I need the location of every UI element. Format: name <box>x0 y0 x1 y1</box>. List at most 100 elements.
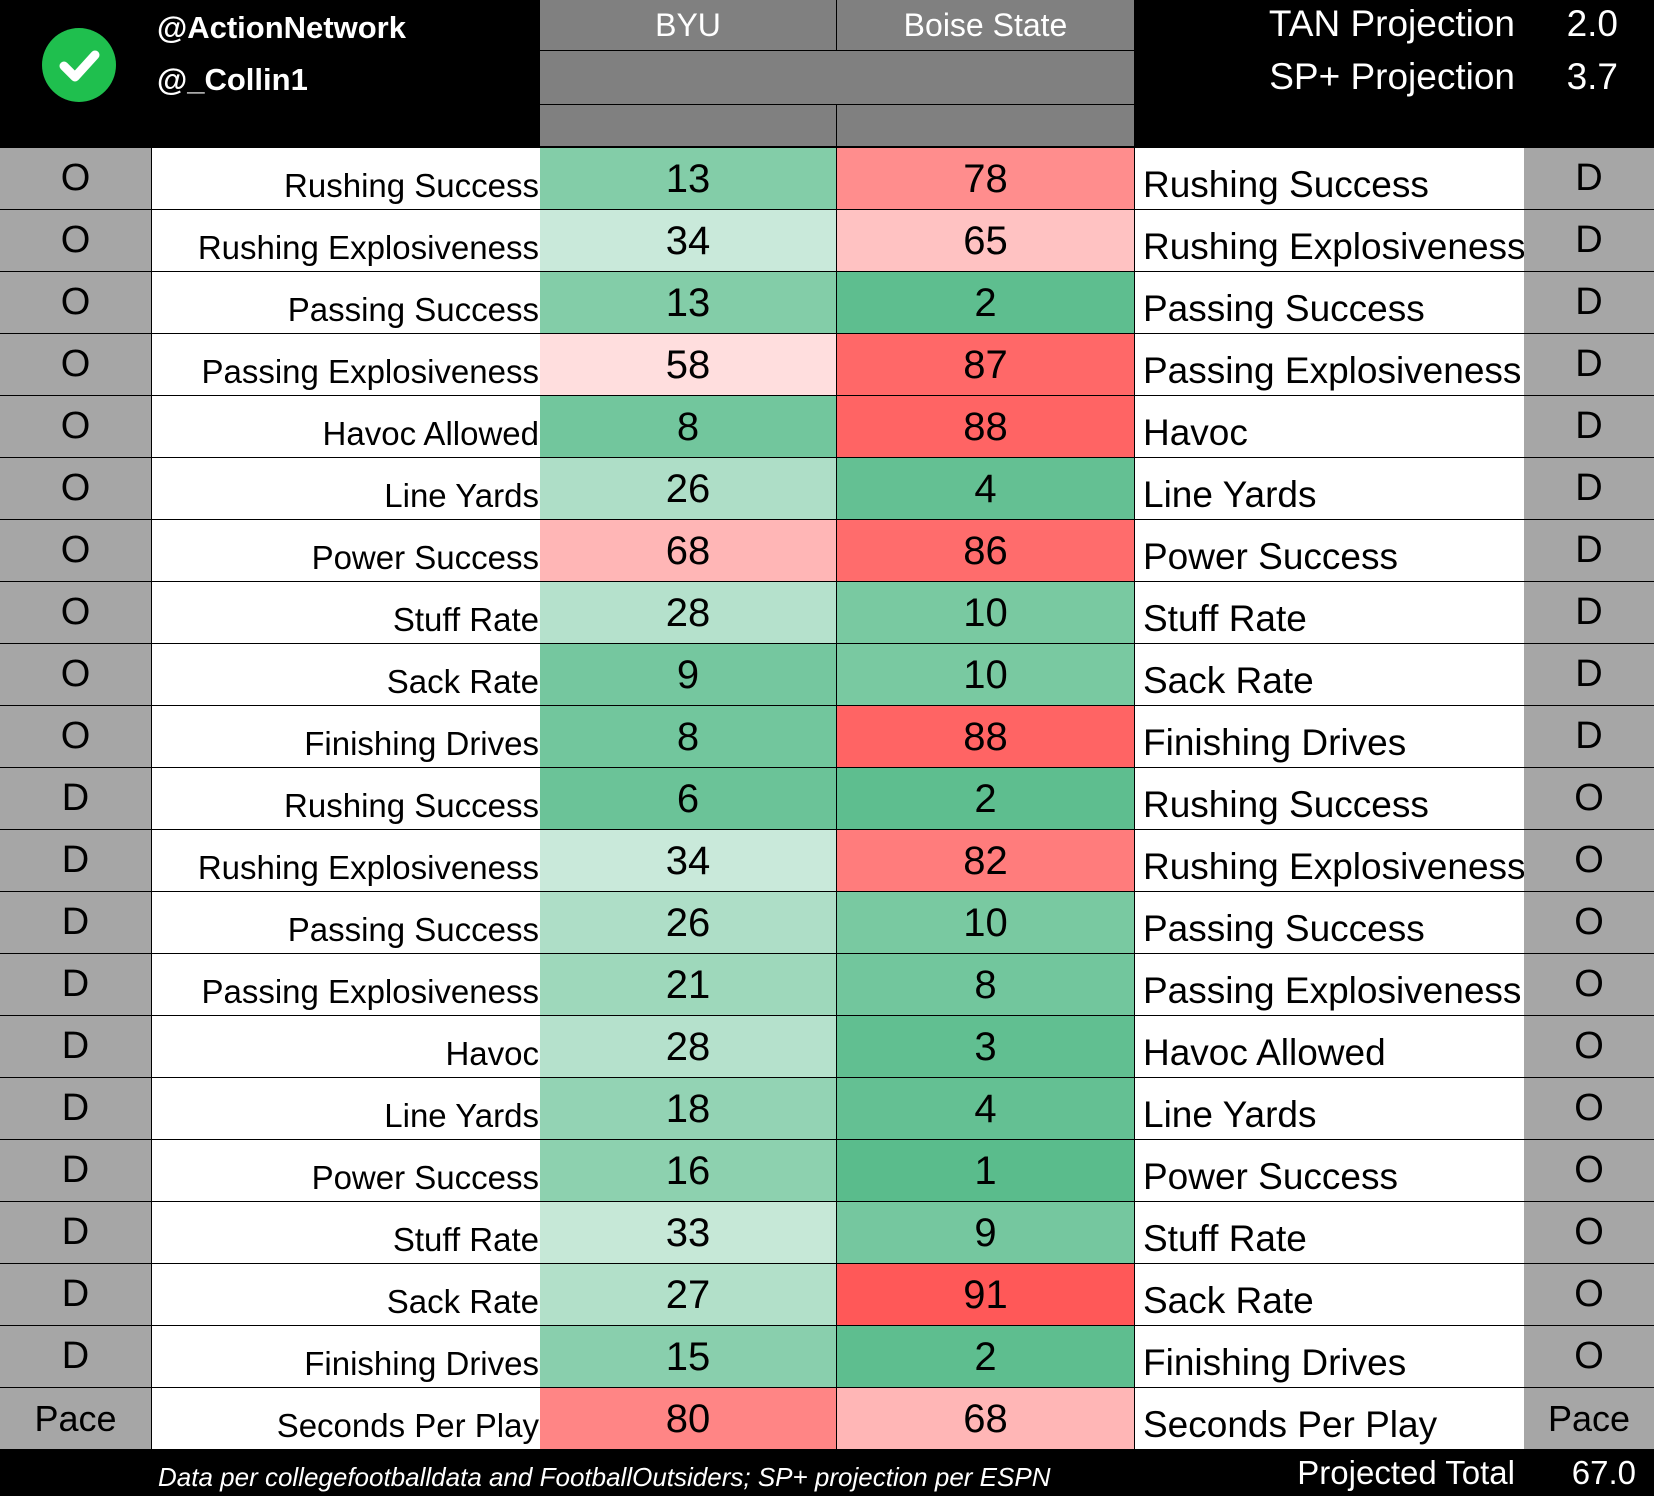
left-metric-label: Sack Rate <box>152 644 546 705</box>
boise-state-value-cell: 4 <box>837 1078 1134 1139</box>
boise-state-value-cell: 2 <box>837 272 1134 333</box>
left-side-unit: O <box>0 396 151 457</box>
left-side-unit: O <box>0 210 151 271</box>
right-side-unit: O <box>1524 954 1654 1015</box>
boise-state-value-cell: 2 <box>837 1326 1134 1387</box>
handle-collin: @_Collin1 <box>157 62 308 97</box>
right-side-unit: O <box>1524 1140 1654 1201</box>
table-row: D Passing Success 26 10 Passing Success O <box>0 892 1654 954</box>
boise-state-value-cell: 9 <box>837 1202 1134 1263</box>
left-metric-label: Rushing Success <box>152 768 546 829</box>
left-metric-label: Passing Success <box>152 272 546 333</box>
boise-state-value-cell: 65 <box>837 210 1134 271</box>
right-side-unit: D <box>1524 334 1654 395</box>
byu-value-cell: 68 <box>540 520 836 581</box>
checkmark-glyph <box>59 50 100 82</box>
left-side-unit: O <box>0 334 151 395</box>
right-metric-label: Passing Explosiveness <box>1135 334 1531 395</box>
left-side-unit: O <box>0 458 151 519</box>
boise-state-value-cell: 1 <box>837 1140 1134 1201</box>
left-metric-label: Rushing Success <box>152 148 546 209</box>
tan-projection-value: 2.0 <box>1566 3 1618 44</box>
byu-value-cell: 33 <box>540 1202 836 1263</box>
left-metric-label: Havoc <box>152 1016 546 1077</box>
byu-value-cell: 15 <box>540 1326 836 1387</box>
left-metric-label: Passing Explosiveness <box>152 954 546 1015</box>
left-metric-label: Rushing Explosiveness <box>152 210 546 271</box>
table-row: D Rushing Explosiveness 34 82 Rushing Explos… <box>0 830 1654 892</box>
boise-state-value-cell: 87 <box>837 334 1134 395</box>
right-metric-label: Stuff Rate <box>1135 582 1531 643</box>
right-metric-label: Passing Success <box>1135 272 1531 333</box>
table-row: D Sack Rate 27 91 Sack Rate O <box>0 1264 1654 1326</box>
right-side-unit: D <box>1524 520 1654 581</box>
header-band-middle <box>540 51 1134 104</box>
left-metric-label: Stuff Rate <box>152 582 546 643</box>
team-header-byu: BYU <box>540 0 836 50</box>
right-side-unit: O <box>1524 768 1654 829</box>
table-row: D Line Yards 18 4 Line Yards O <box>0 1078 1654 1140</box>
left-metric-label: Finishing Drives <box>152 1326 546 1387</box>
right-side-unit: O <box>1524 1326 1654 1387</box>
table-row: O Havoc Allowed 8 88 Havoc D <box>0 396 1654 458</box>
left-metric-label: Havoc Allowed <box>152 396 546 457</box>
left-side-unit: D <box>0 954 151 1015</box>
left-side-unit: D <box>0 1264 151 1325</box>
left-metric-label: Seconds Per Play <box>152 1388 546 1449</box>
right-side-unit: D <box>1524 706 1654 767</box>
byu-value-cell: 26 <box>540 458 836 519</box>
left-metric-label: Rushing Explosiveness <box>152 830 546 891</box>
table-row: O Rushing Success 13 78 Rushing Success D <box>0 148 1654 210</box>
right-metric-label: Passing Success <box>1135 892 1531 953</box>
byu-value-cell: 9 <box>540 644 836 705</box>
byu-value-cell: 18 <box>540 1078 836 1139</box>
right-side-unit: O <box>1524 1078 1654 1139</box>
sp-projection-label: SP+ Projection <box>1269 56 1515 97</box>
right-side-unit: D <box>1524 644 1654 705</box>
boise-state-value-cell: 10 <box>837 644 1134 705</box>
boise-state-value-cell: 10 <box>837 892 1134 953</box>
table-row: D Rushing Success 6 2 Rushing Success O <box>0 768 1654 830</box>
left-metric-label: Power Success <box>152 520 546 581</box>
handle-action-network: @ActionNetwork <box>157 10 406 45</box>
byu-value-cell: 27 <box>540 1264 836 1325</box>
left-side-unit: Pace <box>0 1388 151 1449</box>
right-side-unit: D <box>1524 582 1654 643</box>
header-band-boise-state <box>837 105 1134 146</box>
left-metric-label: Passing Success <box>152 892 546 953</box>
right-metric-label: Rushing Success <box>1135 148 1531 209</box>
right-side-unit: O <box>1524 1202 1654 1263</box>
table-row: D Havoc 28 3 Havoc Allowed O <box>0 1016 1654 1078</box>
byu-value-cell: 8 <box>540 706 836 767</box>
boise-state-value-cell: 78 <box>837 148 1134 209</box>
left-side-unit: D <box>0 1140 151 1201</box>
table-row: Pace Seconds Per Play 80 68 Seconds Per Play… <box>0 1388 1654 1450</box>
left-metric-label: Stuff Rate <box>152 1202 546 1263</box>
right-metric-label: Finishing Drives <box>1135 1326 1531 1387</box>
table-row: O Sack Rate 9 10 Sack Rate D <box>0 644 1654 706</box>
right-side-unit: O <box>1524 1264 1654 1325</box>
byu-value-cell: 13 <box>540 272 836 333</box>
right-metric-label: Passing Explosiveness <box>1135 954 1531 1015</box>
right-side-unit: D <box>1524 210 1654 271</box>
byu-value-cell: 34 <box>540 210 836 271</box>
boise-state-value-cell: 88 <box>837 706 1134 767</box>
table-row: O Power Success 68 86 Power Success D <box>0 520 1654 582</box>
byu-value-cell: 16 <box>540 1140 836 1201</box>
left-metric-label: Finishing Drives <box>152 706 546 767</box>
boise-state-value-cell: 68 <box>837 1388 1134 1449</box>
left-side-unit: O <box>0 148 151 209</box>
sp-projection-value: 3.7 <box>1566 56 1618 97</box>
byu-value-cell: 6 <box>540 768 836 829</box>
check-circle-icon <box>42 28 116 102</box>
byu-value-cell: 26 <box>540 892 836 953</box>
byu-value-cell: 58 <box>540 334 836 395</box>
byu-value-cell: 21 <box>540 954 836 1015</box>
team-header-boise-state: Boise State <box>837 0 1134 50</box>
right-metric-label: Line Yards <box>1135 458 1531 519</box>
right-metric-label: Stuff Rate <box>1135 1202 1531 1263</box>
right-metric-label: Havoc Allowed <box>1135 1016 1531 1077</box>
right-metric-label: Rushing Explosiveness <box>1135 210 1531 271</box>
right-metric-label: Rushing Explosiveness <box>1135 830 1531 891</box>
right-side-unit: D <box>1524 458 1654 519</box>
